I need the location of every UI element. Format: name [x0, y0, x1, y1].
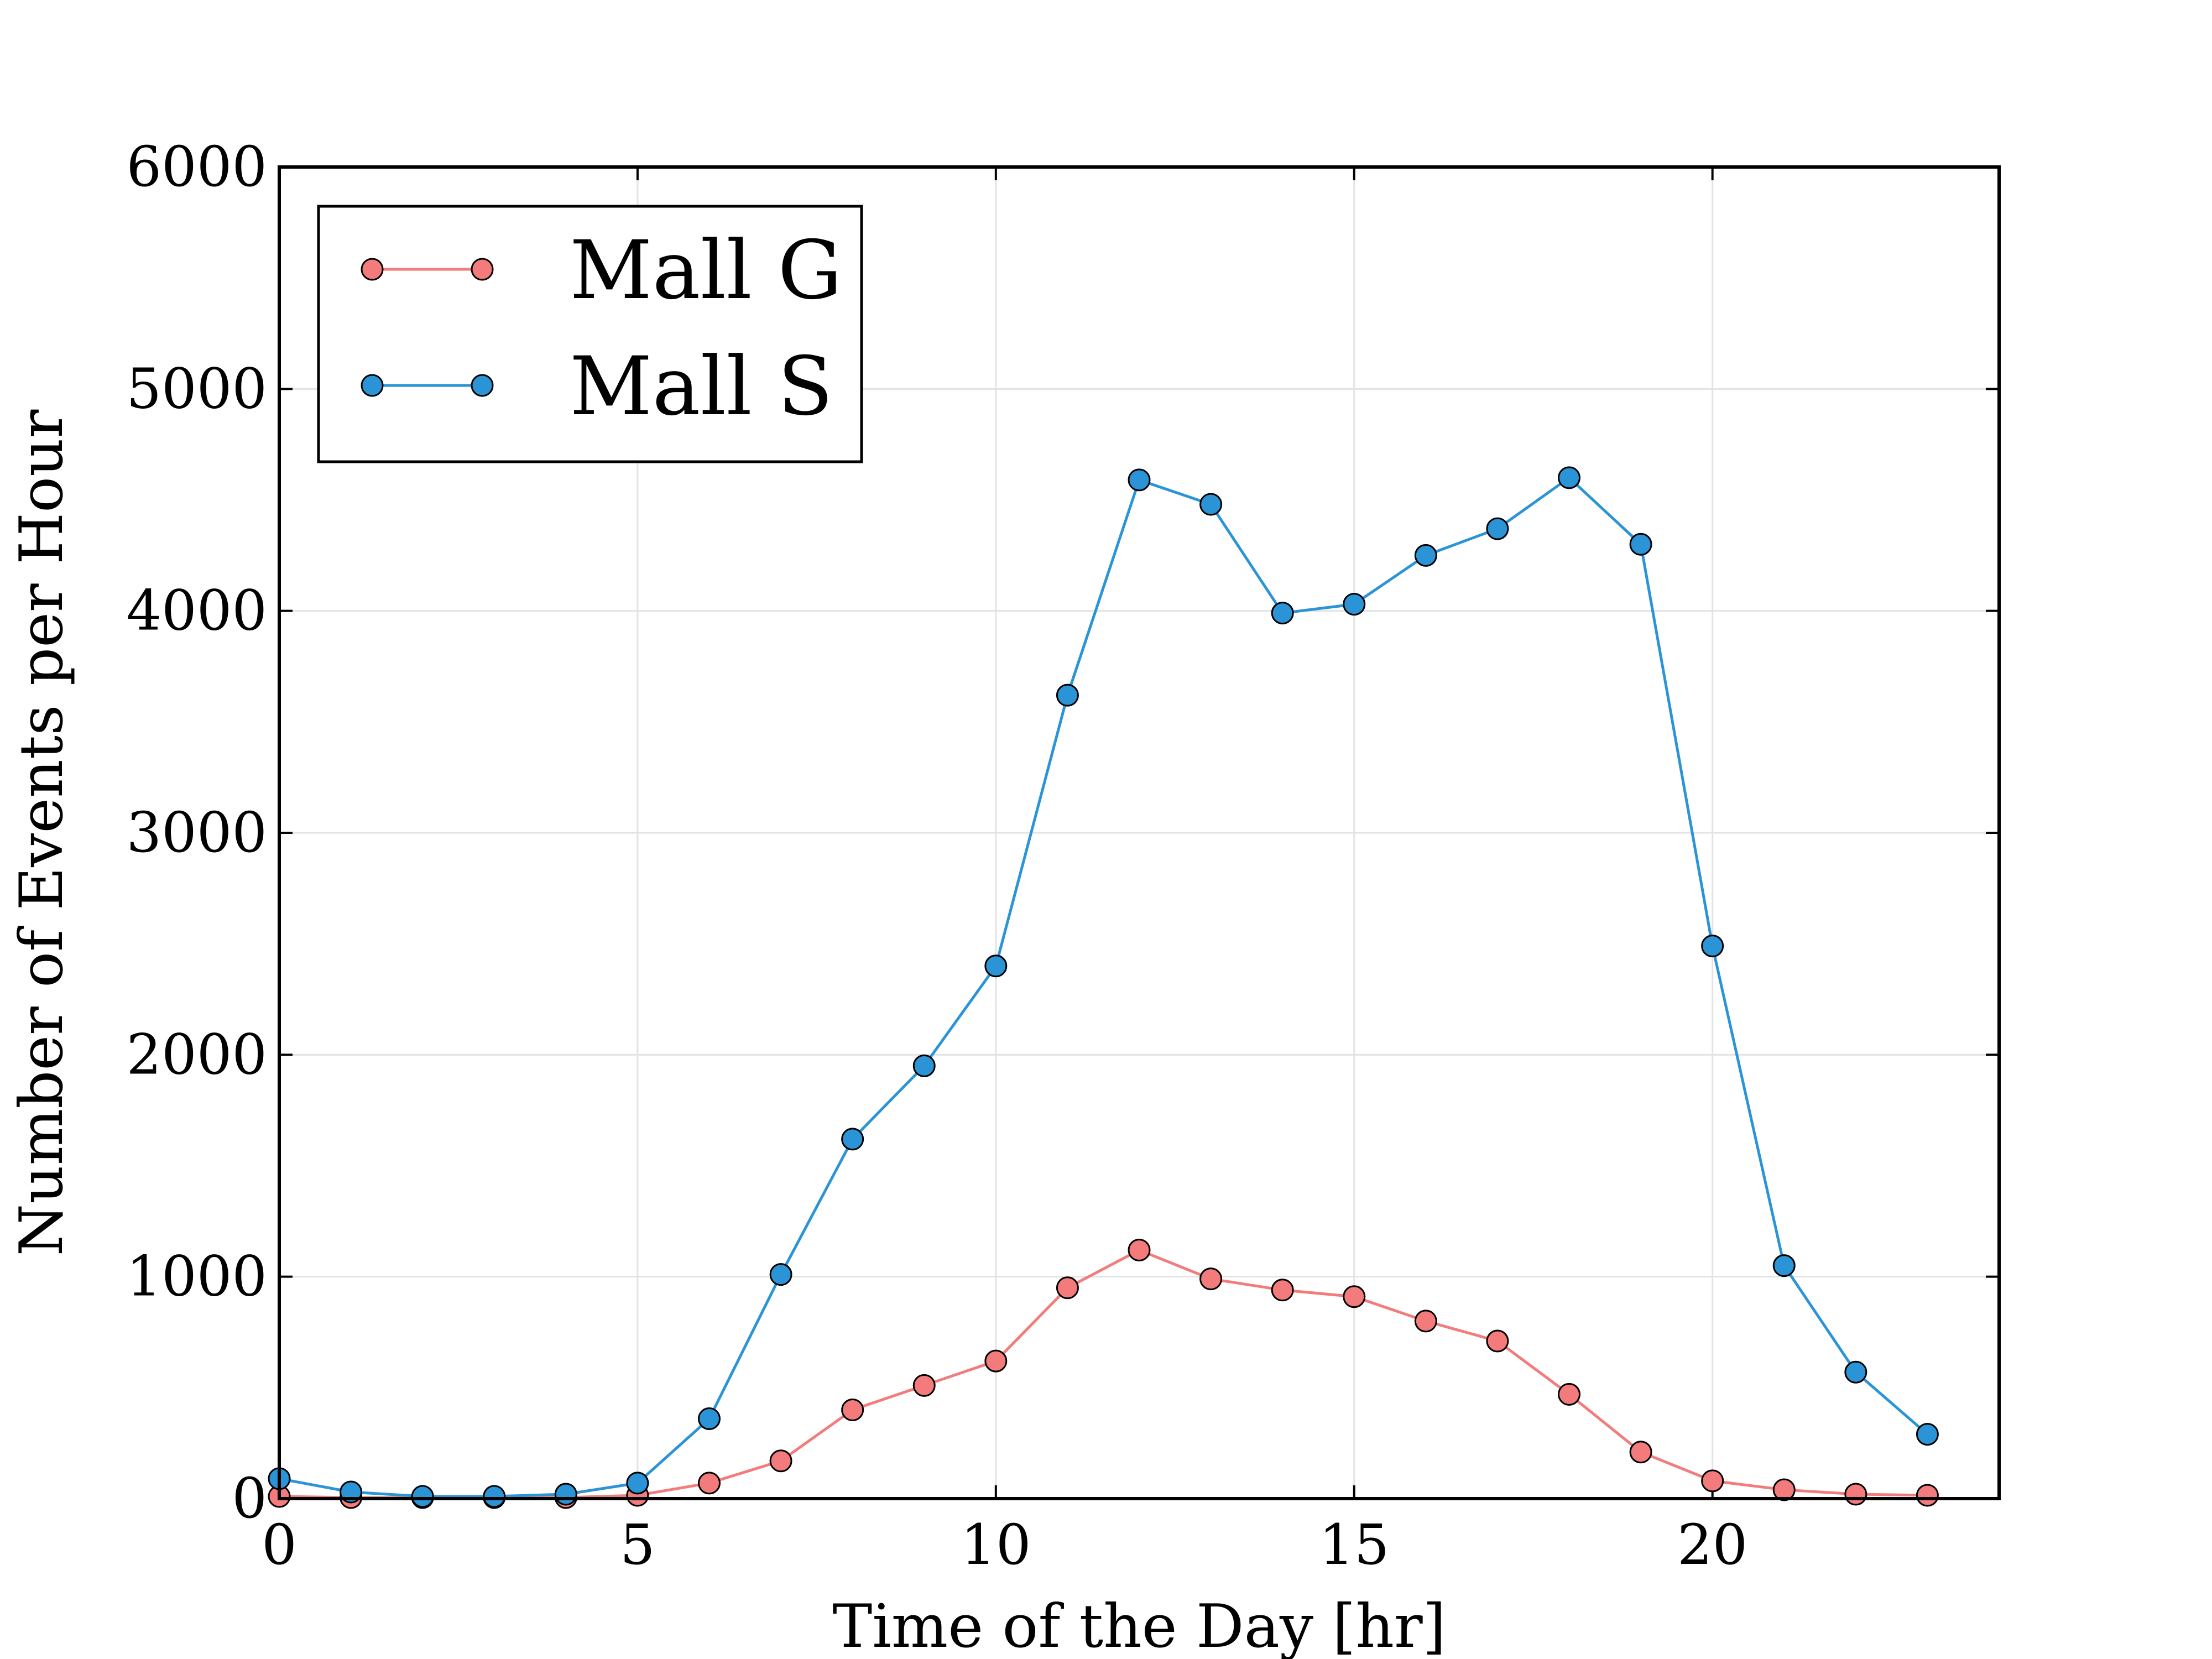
data-point-mall-s	[769, 1263, 792, 1286]
data-point-mall-g	[1916, 1484, 1939, 1507]
data-point-mall-s	[626, 1472, 649, 1495]
legend-box	[317, 205, 863, 463]
y-tick-label: 2000	[127, 1022, 268, 1087]
data-point-mall-g	[1629, 1441, 1652, 1464]
data-point-mall-g	[1199, 1267, 1223, 1291]
legend-marker-mall-s	[361, 374, 384, 397]
series-line-mall-g	[279, 1249, 1928, 1499]
data-point-mall-g	[841, 1398, 864, 1421]
data-point-mall-g	[1701, 1469, 1724, 1493]
data-point-mall-g	[1056, 1276, 1079, 1300]
data-point-mall-g	[1558, 1383, 1580, 1406]
x-tick-labels: 0 5 10 15 20	[262, 1512, 1747, 1577]
data-point-mall-g	[1844, 1483, 1867, 1506]
data-point-mall-s	[1128, 468, 1151, 492]
y-axis-title: Number of Events per Hour	[7, 409, 76, 1256]
x-tick-label: 10	[961, 1512, 1031, 1577]
data-point-mall-s	[912, 1054, 936, 1077]
data-point-mall-s	[554, 1483, 577, 1506]
data-point-mall-s	[1772, 1254, 1796, 1277]
data-point-mall-s	[984, 954, 1008, 978]
x-tick-label: 20	[1677, 1512, 1747, 1577]
x-axis-title: Time of the Day [hr]	[832, 1592, 1446, 1659]
y-tick-label: 0	[232, 1466, 267, 1531]
data-point-mall-s	[1343, 593, 1366, 616]
y-tick-label: 3000	[127, 800, 268, 865]
data-point-mall-s	[698, 1407, 721, 1431]
data-point-mall-g	[1271, 1279, 1294, 1302]
data-point-mall-s	[1056, 684, 1079, 707]
data-point-mall-s	[1199, 493, 1223, 516]
data-point-mall-s	[1486, 517, 1509, 540]
data-point-mall-s	[1271, 602, 1294, 625]
data-point-mall-g	[1128, 1239, 1151, 1262]
y-tick-label: 1000	[127, 1244, 268, 1309]
legend-marker-mall-s	[471, 374, 494, 397]
data-point-mall-s	[1629, 533, 1652, 556]
data-point-mall-s	[1558, 466, 1580, 489]
series-group	[268, 466, 1939, 1509]
y-tick-label: 5000	[127, 356, 268, 421]
y-tick-labels: 0 1000 2000 3000 4000 5000 6000	[127, 134, 268, 1531]
legend-marker-mall-g	[471, 258, 494, 281]
y-tick-label: 4000	[127, 578, 268, 643]
data-point-mall-g	[698, 1472, 721, 1495]
data-point-mall-g	[1414, 1310, 1437, 1333]
x-tick-label: 5	[620, 1512, 655, 1577]
data-point-mall-s	[841, 1128, 864, 1151]
legend-label-mall-s: Mall S	[570, 340, 833, 434]
data-point-mall-g	[1486, 1329, 1509, 1353]
data-point-mall-g	[984, 1349, 1008, 1373]
x-tick-label: 0	[262, 1512, 297, 1577]
data-point-mall-s	[483, 1485, 506, 1508]
legend-marker-mall-g	[361, 258, 384, 281]
data-point-mall-g	[912, 1374, 936, 1397]
y-tick-label: 6000	[127, 134, 268, 199]
x-tick-label: 15	[1319, 1512, 1389, 1577]
data-point-mall-s	[1916, 1423, 1939, 1446]
legend: Mall G Mall S	[317, 205, 863, 463]
data-point-mall-s	[1844, 1360, 1867, 1384]
data-point-mall-g	[1343, 1285, 1366, 1308]
data-point-mall-s	[411, 1485, 434, 1508]
data-point-mall-s	[1701, 935, 1724, 958]
series-line-mall-s	[279, 476, 1929, 1498]
legend-label-mall-g: Mall G	[570, 223, 842, 317]
plot-area-frame	[278, 165, 2001, 1500]
data-point-mall-s	[1414, 544, 1437, 567]
data-point-mall-g	[769, 1449, 792, 1473]
